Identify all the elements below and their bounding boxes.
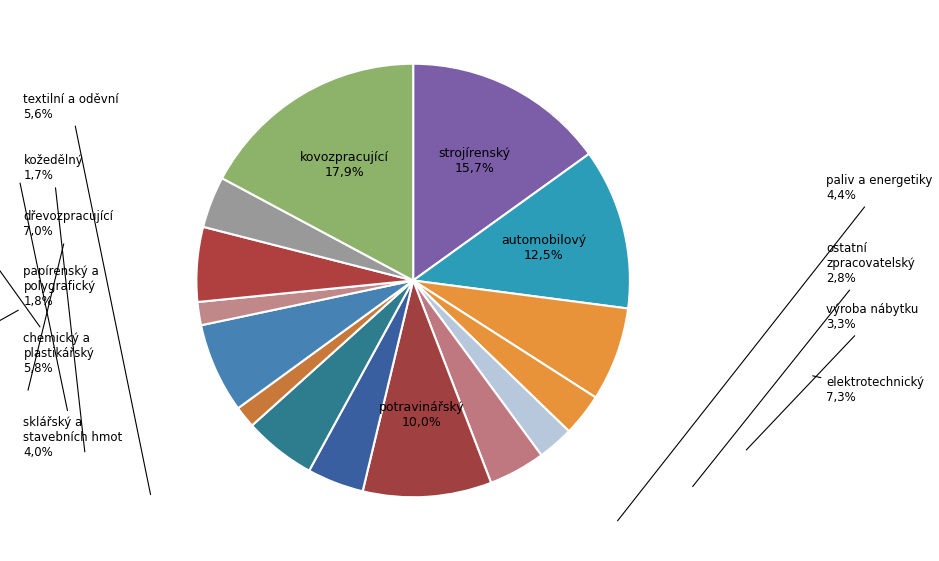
Text: výroba nábytku
3,3%: výroba nábytku 3,3% (747, 303, 918, 450)
Wedge shape (201, 280, 413, 408)
Text: papírenský a
polygrafický
1,8%: papírenský a polygrafický 1,8% (0, 265, 100, 321)
Text: ostatní
zpracovatelský
2,8%: ostatní zpracovatelský 2,8% (693, 242, 916, 486)
Wedge shape (413, 280, 569, 456)
Wedge shape (362, 280, 491, 497)
Text: kožedělný
1,7%: kožedělný 1,7% (23, 154, 85, 452)
Wedge shape (413, 154, 630, 309)
Text: dřevozpracující
7,0%: dřevozpracující 7,0% (23, 210, 114, 390)
Text: textilní a oděvní
5,6%: textilní a oděvní 5,6% (23, 93, 150, 495)
Wedge shape (238, 280, 413, 425)
Wedge shape (222, 64, 413, 280)
Wedge shape (309, 280, 413, 491)
Wedge shape (196, 227, 413, 302)
Wedge shape (413, 64, 589, 280)
Text: elektrotechnický
7,3%: elektrotechnický 7,3% (812, 376, 924, 404)
Wedge shape (413, 280, 542, 483)
Wedge shape (413, 280, 628, 397)
Wedge shape (413, 280, 595, 431)
Text: chemický a
plastikářský
5,8%: chemický a plastikářský 5,8% (0, 262, 94, 375)
Text: sklářský a
stavebních hmot
4,0%: sklářský a stavebních hmot 4,0% (20, 183, 123, 459)
Text: kovozpracující
17,9%: kovozpracující 17,9% (300, 151, 389, 179)
Wedge shape (203, 178, 413, 280)
Text: automobilový
12,5%: automobilový 12,5% (500, 233, 586, 261)
Text: potravinářský
10,0%: potravinářský 10,0% (379, 401, 465, 429)
Wedge shape (252, 280, 413, 471)
Text: strojírenský
15,7%: strojírenský 15,7% (439, 147, 511, 175)
Wedge shape (197, 280, 413, 325)
Text: paliv a energetiky
4,4%: paliv a energetiky 4,4% (618, 174, 932, 521)
